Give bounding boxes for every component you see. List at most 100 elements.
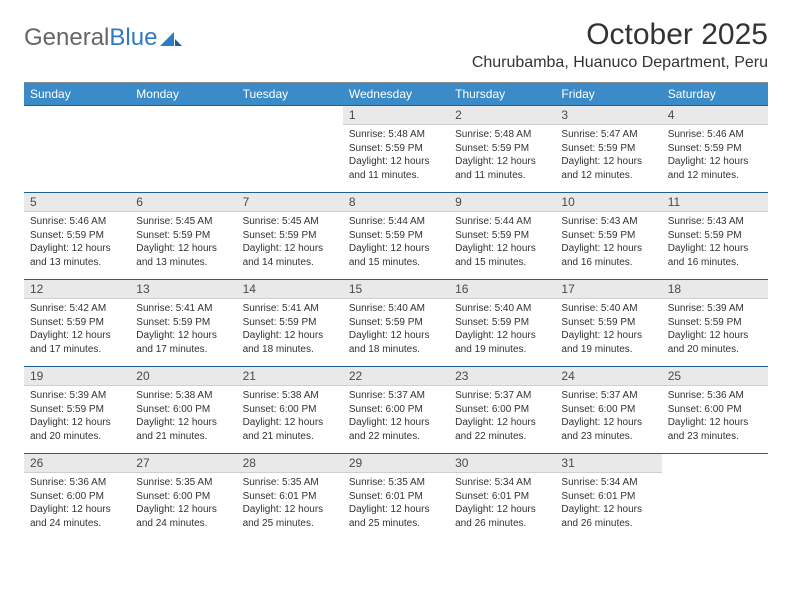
week-daynum-row: 19202122232425 [24,366,768,386]
day-cell-num: 5 [24,192,130,212]
detail-line: and 19 minutes. [561,343,655,357]
day-number: 6 [130,192,236,212]
detail-line: Daylight: 12 hours [561,242,655,256]
day-cell-details: Sunrise: 5:36 AMSunset: 6:00 PMDaylight:… [24,473,130,540]
detail-line: Sunrise: 5:45 AM [243,215,337,229]
detail-line: Sunrise: 5:38 AM [243,389,337,403]
day-cell-num: 24 [555,366,661,386]
day-cell-details: Sunrise: 5:40 AMSunset: 5:59 PMDaylight:… [343,299,449,366]
detail-line: Sunset: 6:00 PM [136,403,230,417]
detail-line: Daylight: 12 hours [243,503,337,517]
day-cell-details: Sunrise: 5:48 AMSunset: 5:59 PMDaylight:… [449,125,555,192]
detail-line: Sunset: 6:00 PM [668,403,762,417]
detail-line: and 24 minutes. [30,517,124,531]
detail-line: Sunset: 5:59 PM [136,316,230,330]
day-cell-details: Sunrise: 5:39 AMSunset: 5:59 PMDaylight:… [24,386,130,453]
day-details: Sunrise: 5:44 AMSunset: 5:59 PMDaylight:… [449,212,555,279]
day-details: Sunrise: 5:37 AMSunset: 6:00 PMDaylight:… [555,386,661,453]
detail-line: and 13 minutes. [136,256,230,270]
day-details: Sunrise: 5:37 AMSunset: 6:00 PMDaylight:… [449,386,555,453]
day-number: 28 [237,453,343,473]
detail-line: Sunrise: 5:46 AM [668,128,762,142]
detail-line: Daylight: 12 hours [136,242,230,256]
detail-line: Sunset: 6:01 PM [243,490,337,504]
weekday-header: Saturday [662,83,768,105]
day-details: Sunrise: 5:43 AMSunset: 5:59 PMDaylight:… [555,212,661,279]
detail-line: Sunrise: 5:37 AM [349,389,443,403]
day-details: Sunrise: 5:37 AMSunset: 6:00 PMDaylight:… [343,386,449,453]
detail-line: Sunrise: 5:36 AM [30,476,124,490]
detail-line: Sunset: 5:59 PM [349,316,443,330]
detail-line: Daylight: 12 hours [243,242,337,256]
day-cell-details: Sunrise: 5:45 AMSunset: 5:59 PMDaylight:… [130,212,236,279]
day-cell-details: Sunrise: 5:37 AMSunset: 6:00 PMDaylight:… [449,386,555,453]
day-number: 9 [449,192,555,212]
detail-line: Daylight: 12 hours [668,155,762,169]
day-details: Sunrise: 5:39 AMSunset: 5:59 PMDaylight:… [662,299,768,366]
month-title: October 2025 [472,18,768,52]
detail-line: Sunrise: 5:47 AM [561,128,655,142]
detail-line: Sunset: 5:59 PM [30,403,124,417]
day-cell-num: 21 [237,366,343,386]
week-daynum-row: 12131415161718 [24,279,768,299]
day-cell-details [662,473,768,540]
day-details: Sunrise: 5:48 AMSunset: 5:59 PMDaylight:… [449,125,555,192]
day-details [24,125,130,181]
day-cell-details: Sunrise: 5:34 AMSunset: 6:01 PMDaylight:… [449,473,555,540]
detail-line: and 15 minutes. [455,256,549,270]
day-details: Sunrise: 5:44 AMSunset: 5:59 PMDaylight:… [343,212,449,279]
day-details: Sunrise: 5:40 AMSunset: 5:59 PMDaylight:… [449,299,555,366]
sail-icon [160,29,182,47]
day-number: 23 [449,366,555,386]
day-cell-num: 15 [343,279,449,299]
day-number: 29 [343,453,449,473]
weekday-header: Wednesday [343,83,449,105]
day-cell-num: 4 [662,105,768,125]
day-cell-details [130,125,236,192]
detail-line: Sunset: 6:00 PM [243,403,337,417]
detail-line: Sunrise: 5:36 AM [668,389,762,403]
day-number: 11 [662,192,768,212]
detail-line: Daylight: 12 hours [668,242,762,256]
detail-line: Daylight: 12 hours [349,242,443,256]
day-cell-details: Sunrise: 5:37 AMSunset: 6:00 PMDaylight:… [343,386,449,453]
weekday-header: Tuesday [237,83,343,105]
day-cell-details: Sunrise: 5:41 AMSunset: 5:59 PMDaylight:… [130,299,236,366]
detail-line: and 12 minutes. [561,169,655,183]
detail-line: Sunrise: 5:35 AM [243,476,337,490]
detail-line: Sunset: 5:59 PM [455,229,549,243]
detail-line: Daylight: 12 hours [561,155,655,169]
detail-line: and 16 minutes. [561,256,655,270]
day-details: Sunrise: 5:41 AMSunset: 5:59 PMDaylight:… [130,299,236,366]
detail-line: Sunset: 5:59 PM [668,229,762,243]
day-number: 3 [555,105,661,125]
detail-line: and 13 minutes. [30,256,124,270]
day-cell-num: 26 [24,453,130,473]
day-cell-num [662,453,768,473]
day-number [130,105,236,110]
day-number: 10 [555,192,661,212]
day-details: Sunrise: 5:43 AMSunset: 5:59 PMDaylight:… [662,212,768,279]
detail-line: Daylight: 12 hours [30,416,124,430]
day-cell-num: 12 [24,279,130,299]
weekday-row: Sunday Monday Tuesday Wednesday Thursday… [24,83,768,105]
detail-line: Sunset: 6:00 PM [455,403,549,417]
day-number: 31 [555,453,661,473]
detail-line: Sunrise: 5:39 AM [668,302,762,316]
day-cell-details: Sunrise: 5:39 AMSunset: 5:59 PMDaylight:… [662,299,768,366]
detail-line: Sunrise: 5:37 AM [455,389,549,403]
day-cell-num: 29 [343,453,449,473]
day-cell-details: Sunrise: 5:42 AMSunset: 5:59 PMDaylight:… [24,299,130,366]
weekday-header: Thursday [449,83,555,105]
detail-line: Sunrise: 5:35 AM [349,476,443,490]
detail-line: Daylight: 12 hours [349,329,443,343]
detail-line: Sunset: 5:59 PM [349,142,443,156]
day-number: 24 [555,366,661,386]
day-number [237,105,343,110]
detail-line: Sunrise: 5:43 AM [668,215,762,229]
detail-line: Sunset: 6:01 PM [561,490,655,504]
day-details: Sunrise: 5:45 AMSunset: 5:59 PMDaylight:… [237,212,343,279]
day-details: Sunrise: 5:42 AMSunset: 5:59 PMDaylight:… [24,299,130,366]
detail-line: Daylight: 12 hours [455,242,549,256]
day-details: Sunrise: 5:35 AMSunset: 6:00 PMDaylight:… [130,473,236,540]
